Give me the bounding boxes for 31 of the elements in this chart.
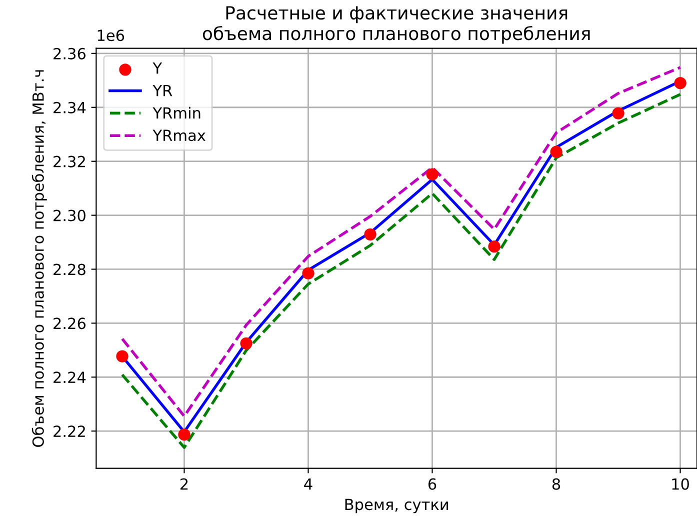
text: 1e6 (98, 30, 124, 42)
chart-title: Расчетные и фактические значения объема полного планового потребления (202, 6, 590, 44)
y-tick-label: 2.26 (54, 318, 86, 330)
point (240, 337, 252, 350)
y-tick-label: 2.28 (54, 264, 86, 276)
x-tick-label: 2 (180, 478, 188, 490)
point (178, 428, 190, 441)
point (674, 77, 686, 90)
x-tick-label: 10 (672, 478, 689, 490)
y-axis-title: Объем полного планового потребления, МВт.ч (32, 70, 47, 447)
point (550, 146, 562, 158)
x-tick-label: 6 (428, 478, 436, 490)
y-tick-label: 2.22 (54, 426, 85, 437)
y-tick-label: 2.32 (54, 156, 85, 168)
point (488, 240, 500, 253)
point (302, 267, 314, 280)
legend-label: YRmax (152, 130, 206, 142)
point (116, 350, 128, 362)
y-tick-label: 2.30 (54, 210, 86, 222)
point (364, 228, 376, 240)
legend-label: YR (152, 84, 172, 96)
y-tick-label: 2.36 (54, 48, 86, 60)
x-tick-label: 8 (552, 478, 560, 490)
y-tick-label: 2.34 (54, 102, 86, 114)
y-tick-label: 2.24 (54, 372, 86, 383)
point (612, 107, 624, 120)
x-tick-label: 4 (304, 478, 312, 490)
legend-label: YRmin (152, 106, 200, 119)
x-axis-title: Время, сутки (345, 498, 448, 514)
point (426, 168, 438, 180)
legend-label: Y (152, 62, 162, 74)
